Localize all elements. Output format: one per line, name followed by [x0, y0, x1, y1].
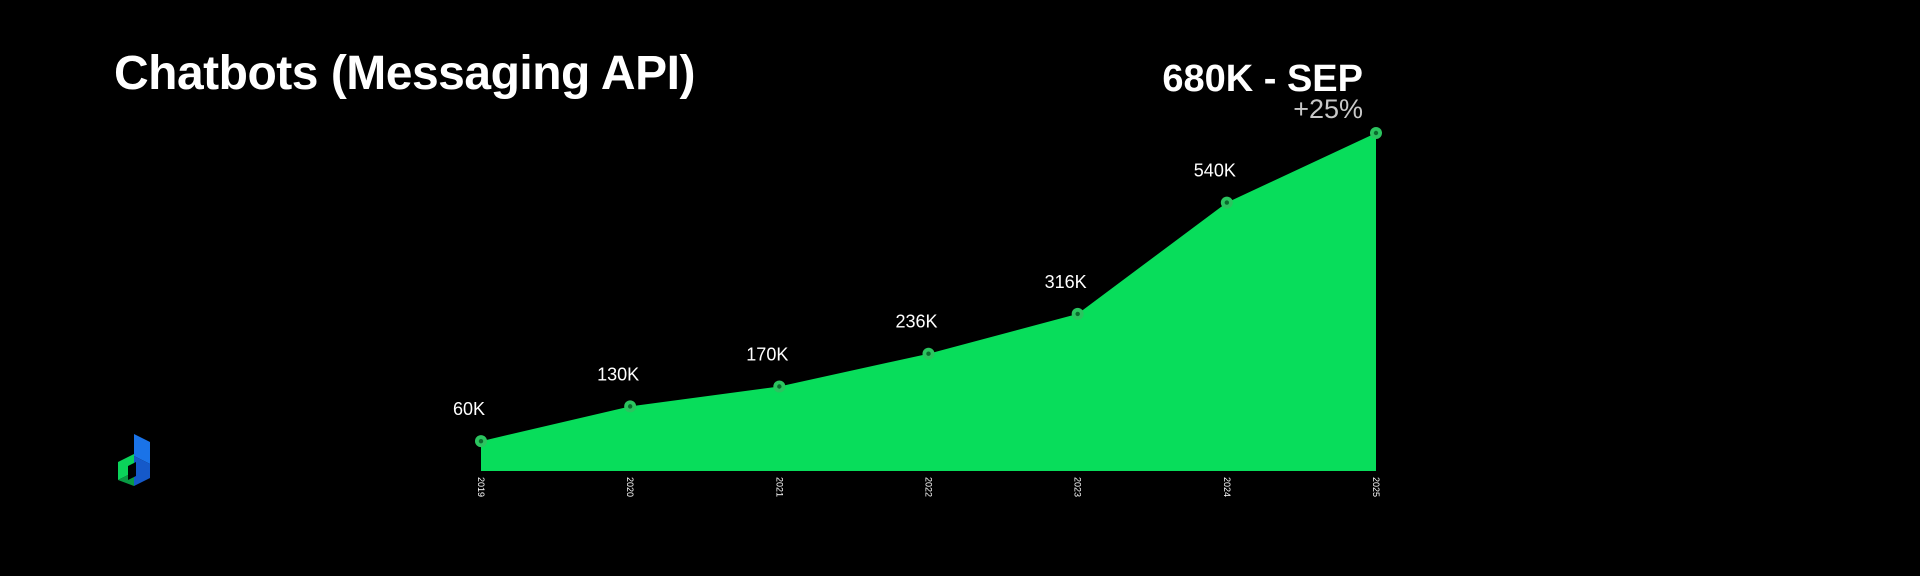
- data-label-2022: 236K: [895, 312, 937, 332]
- data-point-center-2022: [926, 351, 931, 356]
- headline-change: +25%: [1293, 94, 1363, 124]
- x-tick-2021: 2021: [774, 477, 784, 497]
- data-markers: [475, 127, 1382, 448]
- data-label-2023: 316K: [1045, 272, 1087, 292]
- x-tick-2025: 2025: [1371, 477, 1381, 497]
- chart-title: Chatbots (Messaging API): [114, 47, 695, 100]
- x-tick-2020: 2020: [625, 477, 635, 497]
- data-point-center-2025: [1373, 130, 1379, 136]
- cube-logo-icon: [118, 434, 150, 486]
- data-labels: 60K 130K 170K 236K 316K 540K: [453, 161, 1236, 420]
- x-tick-2022: 2022: [924, 477, 934, 497]
- data-label-2021: 170K: [746, 345, 788, 365]
- data-label-2020: 130K: [597, 364, 639, 384]
- area-series: [481, 133, 1376, 471]
- data-point-center-2023: [1075, 311, 1080, 317]
- data-point-center-2020: [627, 404, 633, 409]
- data-label-2024: 540K: [1194, 161, 1236, 181]
- data-point-center-2019: [478, 438, 484, 444]
- x-tick-2019: 2019: [476, 477, 486, 497]
- data-label-2019: 60K: [453, 399, 485, 419]
- data-point-center-2021: [777, 384, 782, 389]
- x-tick-2024: 2024: [1222, 477, 1232, 497]
- headline-block: 680K - SEP +25%: [1162, 60, 1363, 123]
- x-tick-2023: 2023: [1073, 477, 1083, 497]
- x-axis-tick-labels: 2019 2020 2021 2022 2023 2024 2025: [476, 477, 1381, 497]
- headline-value: 680K - SEP: [1162, 58, 1363, 100]
- data-point-center-2024: [1224, 200, 1230, 205]
